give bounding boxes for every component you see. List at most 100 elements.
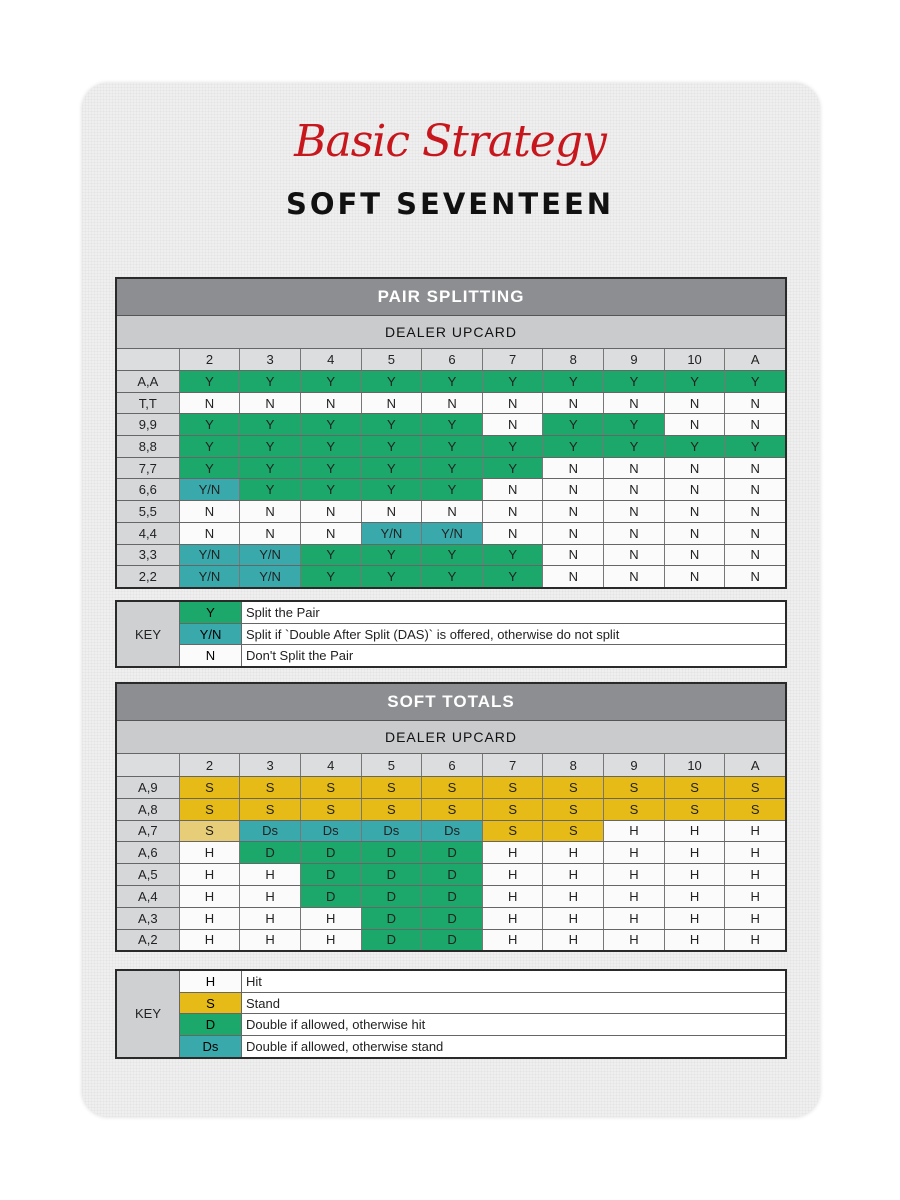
- table-cell: H: [178, 885, 240, 907]
- table-cell: Y: [421, 544, 482, 566]
- table-cell: D: [421, 907, 482, 929]
- key-description: Hit: [246, 973, 262, 989]
- column-header: 4: [299, 754, 361, 776]
- table-cell: S: [299, 777, 361, 798]
- table-cell: N: [178, 522, 240, 544]
- key-row: Y/N Split if `Double After Split (DAS)` i…: [180, 623, 785, 646]
- table-cell: Y/N: [239, 544, 300, 566]
- column-header: 4: [299, 349, 361, 370]
- soft-totals-table: SOFT TOTALS DEALER UPCARD 2 3 4 5 6 7 8 9 10 A A,9…: [115, 682, 787, 953]
- table-cell: N: [299, 522, 361, 544]
- column-header: 8: [542, 349, 604, 370]
- corner-cell: [117, 349, 179, 370]
- table-cell: Y: [481, 566, 543, 587]
- table-row: A,9 S S S S S S S S S S: [117, 777, 786, 799]
- table-cell: Y: [360, 479, 422, 501]
- table-row: 3,3 Y/N Y/N Y Y Y Y N N N N: [117, 544, 786, 567]
- table-cell: Y/N: [421, 522, 482, 544]
- table-cell: H: [542, 929, 604, 951]
- table-cell: Ds: [421, 820, 482, 842]
- table-cell: S: [542, 798, 604, 820]
- table-cell: D: [421, 885, 482, 907]
- table-cell: S: [481, 798, 543, 820]
- table-cell: Y: [239, 371, 300, 392]
- key-code: Ds: [180, 1036, 242, 1057]
- table-cell: H: [603, 929, 664, 951]
- key-description: Split the Pair: [246, 604, 320, 620]
- table-cell: Y: [178, 457, 240, 479]
- table-cell: Y: [481, 457, 543, 479]
- table-cell: H: [663, 907, 725, 929]
- table-cell: D: [360, 885, 422, 907]
- key-label: KEY: [117, 971, 180, 1057]
- table-cell: Y: [724, 371, 786, 392]
- column-header: 6: [421, 754, 482, 776]
- table-cell: N: [421, 392, 482, 414]
- row-label: 9,9: [117, 414, 179, 436]
- table-cell: Y: [421, 457, 482, 479]
- table-cell: Y: [360, 371, 422, 392]
- table-cell: S: [299, 798, 361, 820]
- table-cell: N: [724, 392, 786, 414]
- table-cell: Y: [299, 479, 361, 501]
- table-cell: S: [178, 820, 240, 842]
- column-header: 8: [542, 754, 604, 776]
- column-header-row: 2 3 4 5 6 7 8 9 10 A: [117, 349, 786, 371]
- table-cell: N: [299, 392, 361, 414]
- table-cell: N: [542, 392, 604, 414]
- table-cell: H: [603, 864, 664, 885]
- table-cell: Y: [360, 544, 422, 566]
- table-cell: Y: [178, 371, 240, 392]
- column-header: 3: [239, 349, 300, 370]
- table-cell: H: [239, 885, 300, 907]
- column-header: 5: [360, 349, 422, 370]
- column-header: 3: [239, 754, 300, 776]
- table-cell: N: [481, 501, 543, 522]
- table-cell: N: [481, 522, 543, 544]
- table-cell: S: [724, 777, 786, 798]
- key-description: Double if allowed, otherwise stand: [246, 1038, 444, 1054]
- table-cell: H: [724, 864, 786, 885]
- dealer-upcard-label: DEALER UPCARD: [117, 721, 785, 754]
- corner-cell: [117, 754, 179, 776]
- table-cell: N: [724, 544, 786, 566]
- table-cell: N: [663, 392, 725, 414]
- row-label: A,A: [117, 371, 179, 392]
- table-cell: N: [299, 501, 361, 522]
- table-cell: N: [603, 544, 664, 566]
- table-row: A,3 H H H D D H H H H H: [117, 907, 786, 930]
- key-row: H Hit: [180, 971, 785, 993]
- table-cell: Ds: [239, 820, 300, 842]
- table-cell: Y: [421, 479, 482, 501]
- table-cell: N: [239, 501, 300, 522]
- soft-totals-title: SOFT TOTALS: [117, 684, 785, 721]
- table-row: A,6 H D D D D H H H H H: [117, 842, 786, 865]
- column-header: 9: [603, 349, 664, 370]
- table-cell: N: [542, 479, 604, 501]
- table-cell: H: [239, 929, 300, 951]
- table-cell: H: [178, 864, 240, 885]
- table-cell: H: [663, 864, 725, 885]
- table-cell: H: [603, 842, 664, 864]
- column-header: 10: [663, 349, 725, 370]
- table-cell: H: [481, 885, 543, 907]
- table-cell: H: [663, 885, 725, 907]
- table-cell: N: [724, 522, 786, 544]
- table-cell: N: [481, 414, 543, 436]
- table-cell: Y: [421, 371, 482, 392]
- table-cell: H: [542, 885, 604, 907]
- table-row: A,5 H H D D D H H H H H: [117, 864, 786, 886]
- table-cell: H: [299, 907, 361, 929]
- table-cell: N: [603, 501, 664, 522]
- table-cell: S: [178, 798, 240, 820]
- table-cell: S: [481, 777, 543, 798]
- table-cell: Y/N: [178, 566, 240, 587]
- table-cell: Y: [542, 371, 604, 392]
- table-cell: Y: [421, 566, 482, 587]
- table-cell: N: [542, 501, 604, 522]
- table-cell: H: [299, 929, 361, 951]
- table-cell: S: [542, 777, 604, 798]
- table-cell: H: [178, 929, 240, 951]
- table-cell: Y: [299, 566, 361, 587]
- table-cell: S: [360, 777, 422, 798]
